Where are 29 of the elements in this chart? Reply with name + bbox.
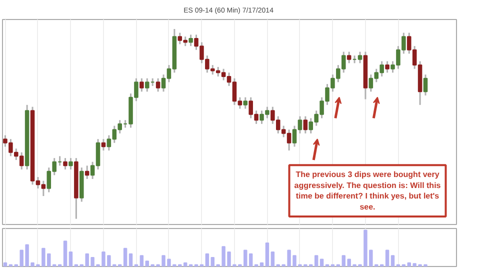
candlestick [423, 74, 428, 96]
candlestick [68, 157, 73, 170]
bar [320, 258, 324, 266]
bar [265, 242, 270, 266]
bar [390, 255, 395, 266]
candlestick [84, 164, 90, 180]
bar [260, 262, 264, 266]
candlestick [385, 60, 390, 74]
candlestick [140, 78, 144, 92]
candlestick [156, 78, 160, 92]
annotation: The previous 3 dips were bought very aggressively. The question is: Will this time be different? I think yes, but let's see. [294, 170, 442, 212]
bar [123, 248, 128, 266]
candlestick [303, 116, 308, 134]
candlestick [243, 96, 248, 110]
bar [68, 252, 73, 266]
candlestick [188, 34, 193, 47]
bar [63, 240, 68, 266]
candlestick [63, 157, 68, 170]
candlestick [101, 138, 106, 152]
bar [314, 255, 318, 266]
bar [128, 253, 133, 266]
bar [205, 253, 210, 266]
bar [3, 262, 8, 266]
candlestick [358, 51, 362, 64]
bar [385, 250, 390, 266]
candlestick [346, 51, 352, 64]
bar [248, 253, 253, 266]
bar [270, 252, 275, 266]
bar [140, 255, 144, 266]
